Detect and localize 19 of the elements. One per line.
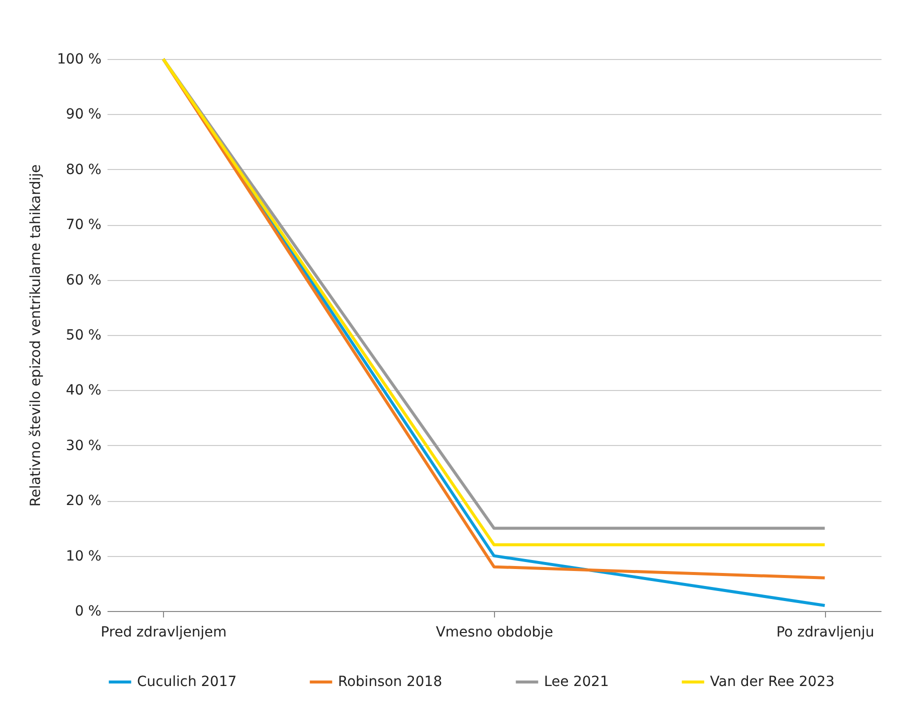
y-tick-label: 80 %: [66, 162, 102, 178]
y-tick-label: 10 %: [66, 548, 102, 564]
y-axis-title: Relativno število epizod ventrikularne tahikardije: [28, 164, 44, 507]
legend-label: Lee 2021: [544, 674, 609, 690]
x-tick-label: Pred zdravljenjem: [100, 624, 227, 640]
y-tick-label: 50 %: [66, 328, 102, 344]
y-tick-label: 60 %: [66, 272, 102, 288]
y-tick-label: 100 %: [57, 52, 102, 68]
y-tick-label: 40 %: [66, 382, 102, 399]
x-tick-label: Po zdravljenju: [776, 624, 874, 640]
y-tick-label: 0 %: [74, 604, 102, 620]
y-tick-label: 20 %: [66, 493, 102, 510]
legend-label: Van der Ree 2023: [710, 674, 835, 690]
legend-label: Robinson 2018: [338, 674, 442, 690]
legend-label: Cuculich 2017: [137, 674, 237, 690]
x-tick-label: Vmesno obdobje: [436, 624, 554, 640]
y-tick-label: 30 %: [66, 438, 102, 454]
y-tick-label: 90 %: [66, 106, 102, 123]
y-tick-label: 70 %: [66, 217, 102, 234]
